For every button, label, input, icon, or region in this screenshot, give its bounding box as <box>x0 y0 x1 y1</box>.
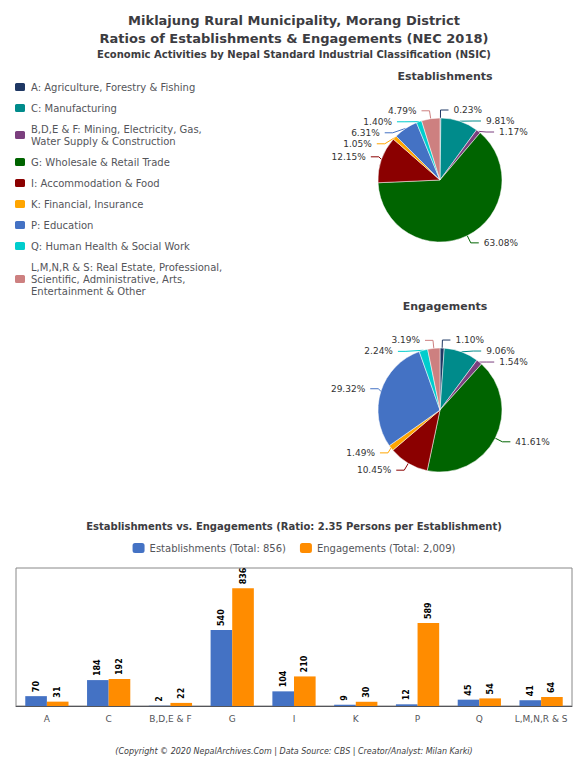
svg-text:2: 2 <box>155 696 164 702</box>
svg-text:54: 54 <box>486 683 495 695</box>
svg-text:Entertainment & Other: Entertainment & Other <box>31 286 147 297</box>
svg-text:3.19%: 3.19% <box>391 335 420 345</box>
svg-text:Water Supply & Construction: Water Supply & Construction <box>31 136 176 147</box>
svg-text:K: Financial, Insurance: K: Financial, Insurance <box>31 199 143 210</box>
svg-text:9.81%: 9.81% <box>486 116 515 126</box>
svg-text:A: A <box>44 714 51 724</box>
svg-text:22: 22 <box>177 688 186 699</box>
svg-text:Ratios of Establishments & Eng: Ratios of Establishments & Engagements (… <box>100 31 489 46</box>
svg-text:A: Agriculture, Forestry & Fis: A: Agriculture, Forestry & Fishing <box>31 82 195 93</box>
svg-text:836: 836 <box>239 567 248 584</box>
svg-text:12.15%: 12.15% <box>332 152 367 162</box>
svg-text:30: 30 <box>362 686 371 698</box>
svg-text:12: 12 <box>402 689 411 700</box>
svg-text:41: 41 <box>526 685 535 697</box>
svg-text:I: Accommodation & Food: I: Accommodation & Food <box>31 178 160 189</box>
svg-text:10.45%: 10.45% <box>357 465 392 475</box>
svg-text:4.79%: 4.79% <box>388 106 417 116</box>
svg-text:1.17%: 1.17% <box>499 127 528 137</box>
svg-text:L,M,N,R & S: Real Estate, Prof: L,M,N,R & S: Real Estate, Professional, <box>31 262 222 273</box>
svg-text:1.54%: 1.54% <box>499 357 528 367</box>
svg-text:0.23%: 0.23% <box>454 105 483 115</box>
svg-text:9: 9 <box>340 695 349 701</box>
svg-text:B,D,E & F: B,D,E & F <box>149 714 191 724</box>
svg-text:63.08%: 63.08% <box>484 238 519 248</box>
svg-text:(Copyright © 2020 NepalArchive: (Copyright © 2020 NepalArchives.Com | Da… <box>115 747 472 756</box>
svg-text:Scientific, Administrative, Ar: Scientific, Administrative, Arts, <box>31 274 185 285</box>
svg-text:C: Manufacturing: C: Manufacturing <box>31 103 117 114</box>
svg-text:31: 31 <box>53 686 62 698</box>
svg-text:Engagements: Engagements <box>403 300 488 313</box>
svg-text:Economic Activities by Nepal S: Economic Activities by Nepal Standard In… <box>97 49 491 60</box>
svg-text:589: 589 <box>424 602 433 619</box>
svg-text:P: Education: P: Education <box>31 220 93 231</box>
svg-text:Q: Q <box>476 714 483 724</box>
svg-text:L,M,N,R & S: L,M,N,R & S <box>515 714 568 724</box>
svg-text:29.32%: 29.32% <box>331 384 366 394</box>
svg-text:P: P <box>415 714 421 724</box>
svg-text:B,D,E & F: Mining, Electricity: B,D,E & F: Mining, Electricity, Gas, <box>31 124 202 135</box>
svg-text:45: 45 <box>464 684 473 696</box>
svg-text:1.10%: 1.10% <box>455 335 484 345</box>
svg-text:C: C <box>106 714 112 724</box>
svg-text:540: 540 <box>217 609 226 626</box>
svg-text:Engagements (Total: 2,009): Engagements (Total: 2,009) <box>317 543 456 554</box>
svg-text:Establishments (Total: 856): Establishments (Total: 856) <box>150 543 286 554</box>
svg-text:210: 210 <box>300 655 309 672</box>
svg-text:192: 192 <box>115 658 124 675</box>
svg-text:41.61%: 41.61% <box>515 437 550 447</box>
svg-text:Establishments vs. Engagements: Establishments vs. Engagements (Ratio: 2… <box>86 521 502 532</box>
svg-text:2.24%: 2.24% <box>364 346 393 356</box>
svg-text:6.31%: 6.31% <box>351 128 380 138</box>
svg-text:Establishments: Establishments <box>397 70 493 83</box>
svg-text:Miklajung Rural Municipality,: Miklajung Rural Municipality, Morang Dis… <box>128 13 460 28</box>
svg-text:9.06%: 9.06% <box>486 346 515 356</box>
svg-text:Q: Human Health & Social Work: Q: Human Health & Social Work <box>31 241 190 252</box>
svg-text:1.40%: 1.40% <box>363 117 392 127</box>
svg-text:G: Wholesale & Retail Trade: G: Wholesale & Retail Trade <box>31 157 170 168</box>
svg-text:I: I <box>293 714 296 724</box>
svg-text:184: 184 <box>93 659 102 676</box>
svg-text:K: K <box>353 714 360 724</box>
svg-text:64: 64 <box>547 681 556 693</box>
svg-text:1.05%: 1.05% <box>343 139 372 149</box>
svg-text:G: G <box>229 714 236 724</box>
svg-text:1.49%: 1.49% <box>346 448 375 458</box>
svg-text:70: 70 <box>32 681 41 693</box>
svg-text:104: 104 <box>279 670 288 687</box>
